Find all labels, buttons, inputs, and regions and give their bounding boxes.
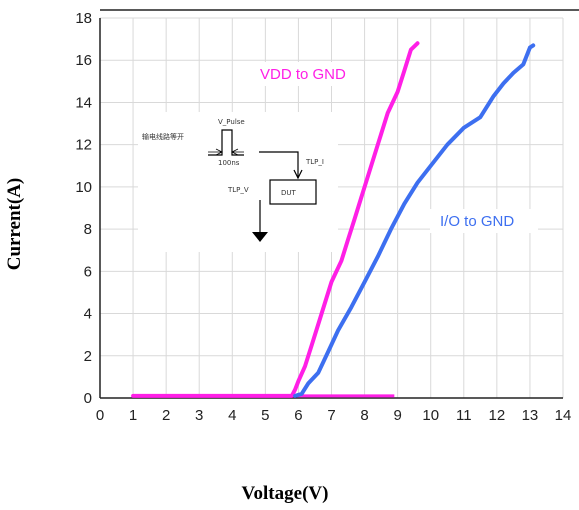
x-tick-label: 9 (393, 407, 401, 424)
x-axis-title: Voltage(V) (242, 483, 329, 504)
inset-pulse-width: 100ns (218, 159, 240, 167)
x-tick-label: 14 (555, 407, 572, 424)
inset-voltage-label: TLP_V (227, 186, 249, 194)
x-tick-label: 13 (522, 407, 539, 424)
x-tick-label: 3 (195, 407, 203, 424)
x-tick-label: 11 (456, 407, 472, 424)
y-tick-label: 18 (75, 10, 92, 27)
x-tick-label: 2 (162, 407, 170, 424)
dut-box (269, 179, 317, 205)
inset-chinese-label: 输电线路等开 (142, 132, 184, 141)
y-tick-label: 4 (84, 306, 92, 323)
pulse-width-arrow-right (231, 148, 244, 156)
x-tick-label: 5 (261, 407, 269, 424)
wire-top (259, 151, 299, 178)
y-tick-label: 12 (75, 137, 92, 154)
y-axis-title: Current(A) (4, 178, 25, 271)
x-tick-label: 10 (422, 407, 439, 424)
y-tick-label: 2 (84, 348, 92, 365)
axes (99, 9, 579, 399)
x-tick-label: 12 (489, 407, 506, 424)
inset-dut-label: DUT (281, 189, 297, 197)
y-tick-label: 6 (84, 263, 92, 280)
series-label-vdd-text: VDD to GND (260, 66, 346, 83)
series-line-io (293, 43, 536, 398)
x-tick-label: 0 (96, 407, 104, 424)
x-tick-label: 4 (228, 407, 236, 424)
inset-circuit: V_Pulse 输电线路等开 100ns TLP_I TLP_V DUT (138, 112, 338, 252)
y-tick-label: 16 (75, 52, 92, 69)
x-tick-label: 6 (294, 407, 302, 424)
x-tick-label: 7 (327, 407, 335, 424)
series-layer (131, 41, 536, 398)
ground-icon (252, 232, 268, 242)
series-line-vdd (131, 41, 420, 398)
pulse-waveform (208, 129, 244, 156)
series-label-vdd: VDD to GND (255, 62, 359, 86)
x-tick-label: 8 (360, 407, 368, 424)
inset-current-label: TLP_I (305, 158, 324, 166)
y-tick-label: 10 (75, 179, 92, 196)
y-tick-labels: 0 2 4 6 8 10 12 14 16 18 (75, 10, 92, 407)
series-label-io: I/O to GND (430, 209, 538, 233)
series-label-io-text: I/O to GND (440, 213, 514, 230)
pulse-width-arrow-left (208, 148, 223, 156)
y-tick-label: 0 (84, 390, 92, 407)
x-tick-label: 1 (129, 407, 137, 424)
x-tick-labels: 0 1 2 3 4 5 6 7 8 9 10 11 12 13 14 (96, 407, 572, 424)
y-tick-label: 8 (84, 221, 92, 238)
y-tick-label: 14 (75, 94, 92, 111)
current-arrow (293, 169, 303, 180)
inset-pulse-label: V_Pulse (218, 118, 245, 126)
